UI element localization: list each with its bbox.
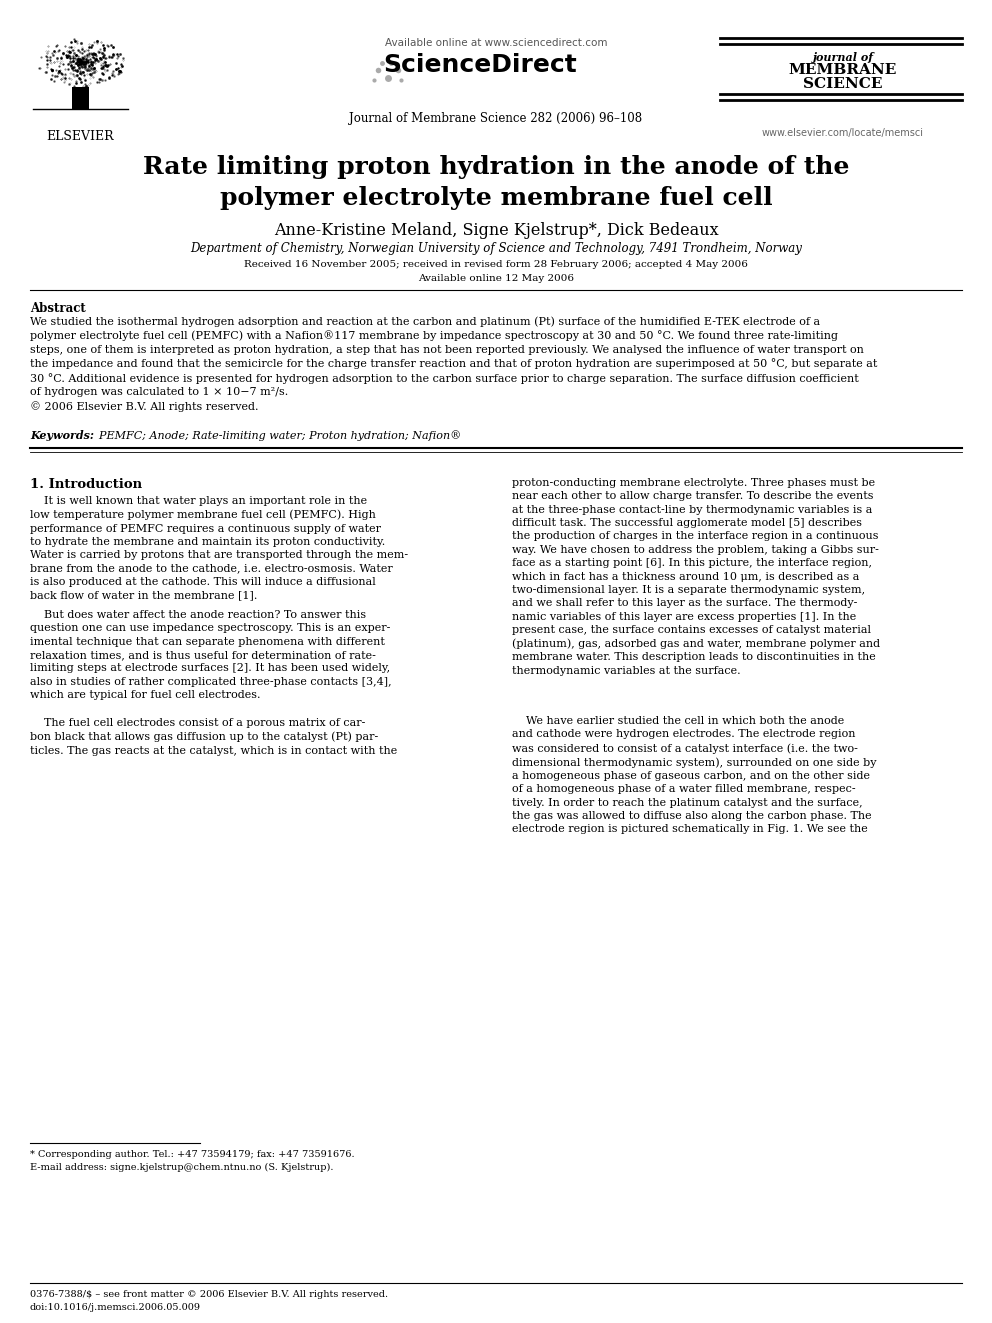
Text: We studied the isothermal hydrogen adsorption and reaction at the carbon and pla: We studied the isothermal hydrogen adsor… <box>30 316 877 411</box>
Text: SCIENCE: SCIENCE <box>804 77 883 91</box>
Text: Received 16 November 2005; received in revised form 28 February 2006; accepted 4: Received 16 November 2005; received in r… <box>244 261 748 269</box>
Text: 1. Introduction: 1. Introduction <box>30 478 142 491</box>
Text: But does water affect the anode reaction? To answer this
question one can use im: But does water affect the anode reaction… <box>30 610 392 700</box>
Text: * Corresponding author. Tel.: +47 73594179; fax: +47 73591676.: * Corresponding author. Tel.: +47 735941… <box>30 1150 354 1159</box>
Text: We have earlier studied the cell in which both the anode
and cathode were hydrog: We have earlier studied the cell in whic… <box>512 716 877 835</box>
Text: ELSEVIER: ELSEVIER <box>47 130 114 143</box>
Text: MEMBRANE: MEMBRANE <box>789 64 897 77</box>
Text: E-mail address: signe.kjelstrup@chem.ntnu.no (S. Kjelstrup).: E-mail address: signe.kjelstrup@chem.ntn… <box>30 1163 333 1172</box>
Text: 0376-7388/$ – see front matter © 2006 Elsevier B.V. All rights reserved.: 0376-7388/$ – see front matter © 2006 El… <box>30 1290 388 1299</box>
Bar <box>72 86 89 108</box>
Text: www.elsevier.com/locate/memsci: www.elsevier.com/locate/memsci <box>762 128 924 138</box>
Text: Abstract: Abstract <box>30 302 85 315</box>
Text: ScienceDirect: ScienceDirect <box>383 53 577 77</box>
Text: It is well known that water plays an important role in the
low temperature polym: It is well known that water plays an imp… <box>30 496 408 601</box>
Text: doi:10.1016/j.memsci.2006.05.009: doi:10.1016/j.memsci.2006.05.009 <box>30 1303 201 1312</box>
Text: Available online 12 May 2006: Available online 12 May 2006 <box>418 274 574 283</box>
Text: Available online at www.sciencedirect.com: Available online at www.sciencedirect.co… <box>385 38 607 48</box>
Text: PEMFC; Anode; Rate-limiting water; Proton hydration; Nafion®: PEMFC; Anode; Rate-limiting water; Proto… <box>92 430 461 441</box>
Text: journal of: journal of <box>812 52 874 64</box>
Text: Journal of Membrane Science 282 (2006) 96–108: Journal of Membrane Science 282 (2006) 9… <box>349 112 643 124</box>
Text: Department of Chemistry, Norwegian University of Science and Technology, 7491 Tr: Department of Chemistry, Norwegian Unive… <box>190 242 802 255</box>
Text: Rate limiting proton hydration in the anode of the
polymer electrolyte membrane : Rate limiting proton hydration in the an… <box>143 155 849 209</box>
Text: Keywords:: Keywords: <box>30 430 94 441</box>
Text: proton-conducting membrane electrolyte. Three phases must be
near each other to : proton-conducting membrane electrolyte. … <box>512 478 880 676</box>
Text: Anne-Kristine Meland, Signe Kjelstrup*, Dick Bedeaux: Anne-Kristine Meland, Signe Kjelstrup*, … <box>274 222 718 239</box>
Text: The fuel cell electrodes consist of a porous matrix of car-
bon black that allow: The fuel cell electrodes consist of a po… <box>30 718 397 755</box>
